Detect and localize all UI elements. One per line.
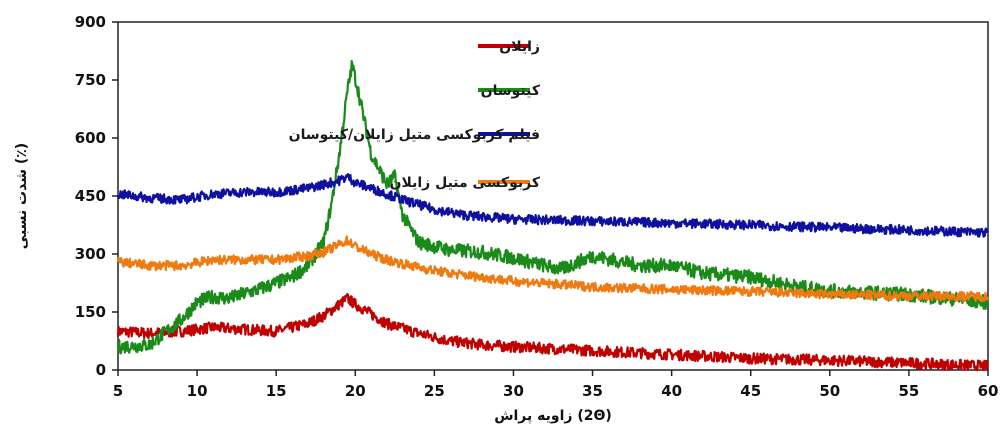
- x-tick-label: 45: [740, 382, 761, 400]
- x-tick-label: 15: [266, 382, 287, 400]
- x-tick-label: 35: [582, 382, 603, 400]
- x-tick-label: 40: [661, 382, 682, 400]
- y-tick-label: 600: [75, 129, 106, 147]
- x-tick-label: 20: [345, 382, 366, 400]
- x-tick-label: 55: [898, 382, 919, 400]
- legend-label-1: زایلان: [499, 39, 540, 55]
- y-axis-title: شدت نسبی (٪): [14, 143, 30, 249]
- y-tick-label: 300: [75, 245, 106, 263]
- y-axis: 0 150 300 450 600 750 900: [75, 13, 118, 379]
- legend-label-3: فیلم کربوکسی متیل زایلان/کیتوسان: [289, 127, 540, 143]
- x-tick-label: 60: [978, 382, 999, 400]
- y-tick-label: 750: [75, 71, 106, 89]
- x-tick-label: 30: [503, 382, 524, 400]
- y-tick-label: 900: [75, 13, 106, 31]
- x-tick-label: 25: [424, 382, 445, 400]
- x-tick-label: 50: [819, 382, 840, 400]
- legend-label-2: کیتوسان: [481, 83, 541, 99]
- y-tick-label: 450: [75, 187, 106, 205]
- x-axis-title: زاویه پراش (2Θ): [494, 408, 612, 424]
- x-tick-label: 10: [187, 382, 208, 400]
- x-axis: 5 10 15 20 25 30 35 40 45 50 55 60: [113, 370, 999, 400]
- legend-label-4: کربوکسی متیل زایلان: [390, 175, 541, 191]
- y-tick-label: 150: [75, 303, 106, 321]
- x-tick-label: 5: [113, 382, 123, 400]
- plot-area: [118, 22, 988, 370]
- y-tick-label: 0: [96, 361, 106, 379]
